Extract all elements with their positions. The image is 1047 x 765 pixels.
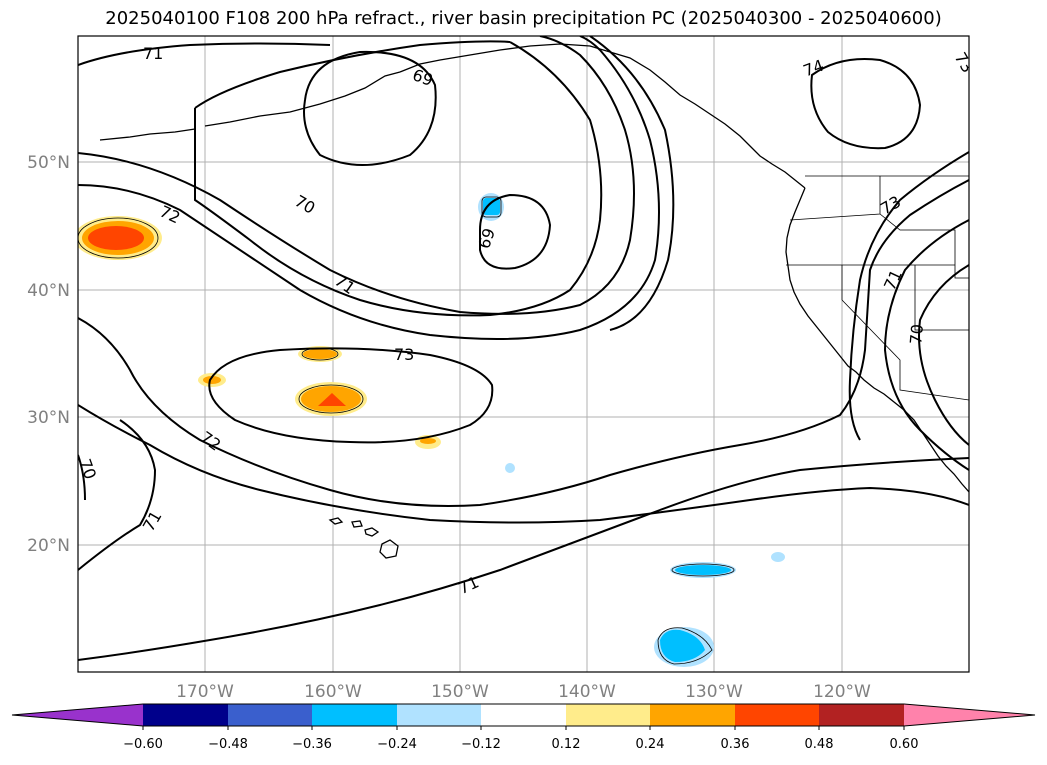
longitude-labels: 170°W 160°W 150°W 140°W 130°W 120°W <box>176 682 871 702</box>
colorbar-segment <box>397 704 481 726</box>
colorbar-segment <box>904 704 1035 726</box>
colorbar-tick-label: −0.12 <box>461 737 501 752</box>
colorbar-segment <box>650 704 735 726</box>
colorbar-segment <box>735 704 819 726</box>
colorbar-tick-label: 0.60 <box>890 737 919 752</box>
colorbar-tick-label: −0.36 <box>292 737 332 752</box>
map-plot-area <box>78 36 969 672</box>
lon-label: 170°W <box>176 682 234 702</box>
lon-label: 140°W <box>558 682 616 702</box>
colorbar: −0.60 −0.48 −0.36 −0.24 −0.12 0.12 0.24 … <box>11 703 1036 752</box>
colorbar-segment <box>143 704 228 726</box>
map-frame <box>77 35 970 673</box>
colorbar-segment <box>312 704 397 726</box>
coastlines <box>99 43 969 559</box>
lat-label: 30°N <box>27 408 70 428</box>
colorbar-tick-label: −0.48 <box>208 737 248 752</box>
contour-label: 71 <box>143 44 163 63</box>
lat-label: 40°N <box>27 281 70 301</box>
contour-label: 70 <box>75 456 100 482</box>
lon-label: 130°W <box>685 682 743 702</box>
colorbar-tick-label: −0.24 <box>377 737 417 752</box>
precip-outlines <box>78 196 735 665</box>
colorbar-segment <box>566 704 650 726</box>
borders <box>786 175 969 401</box>
colorbar-tick-label: 0.12 <box>552 737 581 752</box>
lat-label: 20°N <box>27 536 70 556</box>
lon-label: 120°W <box>813 682 871 702</box>
contour-label: 73 <box>394 345 414 364</box>
contour-label: 70 <box>906 323 927 345</box>
map-gridlines <box>78 36 969 672</box>
lon-label: 150°W <box>431 682 489 702</box>
colorbar-tick-label: 0.24 <box>636 737 665 752</box>
colorbar-segment <box>228 704 312 726</box>
colorbar-tick-label: 0.36 <box>721 737 750 752</box>
map-title: 2025040100 F108 200 hPa refract., river … <box>105 8 942 29</box>
colorbar-segment <box>481 704 566 726</box>
lat-label: 50°N <box>27 153 70 173</box>
latitude-labels: 50°N 40°N 30°N 20°N <box>27 153 70 556</box>
colorbar-tick-label: 0.48 <box>805 737 834 752</box>
refractivity-contours <box>78 36 969 661</box>
colorbar-tick-label: −0.60 <box>123 737 163 752</box>
colorbar-segment <box>819 704 904 726</box>
precip-shading <box>78 193 785 667</box>
lon-label: 160°W <box>304 682 362 702</box>
colorbar-segment <box>12 704 143 726</box>
